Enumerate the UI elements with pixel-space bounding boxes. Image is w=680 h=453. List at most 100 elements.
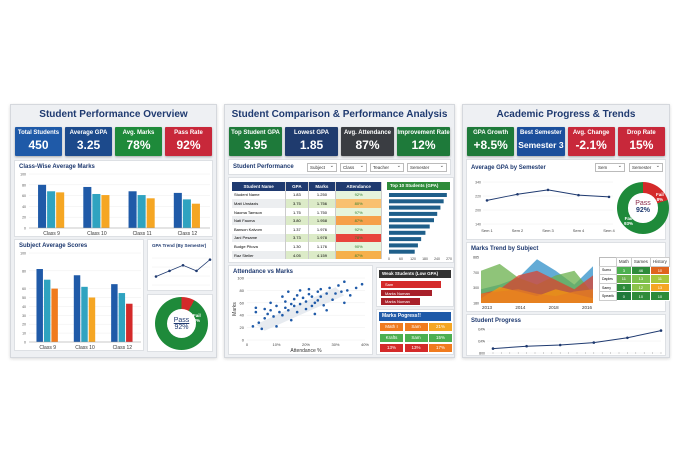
scatter-point [325,292,328,295]
gpa-line [486,189,610,201]
column-header: History [649,257,670,267]
bar [56,192,65,228]
scatter-point [251,325,255,328]
corner-cell [599,257,617,267]
bar [47,191,56,228]
table-cell: 87% [335,216,382,225]
x-tick-label: 20% [302,342,310,347]
kpi-top-student-gpa: Top Student GPA 3.95 [229,127,282,156]
y-tick-label: 80 [22,183,26,187]
fail-text: Fail [193,313,201,318]
bar [83,186,92,228]
heatmap-cell: 11 [649,274,670,284]
kpi-avg-attendance: Avg. Attendance 87% [341,127,394,156]
table-row[interactable]: Student Name 1.83 1.250 92% [232,190,382,200]
student-table: Student Name GPA Marks Attendance Student Na… [232,182,382,260]
table-cell: Raz Stelier [232,250,287,260]
kpi-best-semester: Best Semester Semester 3 [517,127,565,156]
y-tick-label: 50 [22,296,26,300]
chart-title: Student Progress [471,318,522,324]
scatter-point [292,297,296,301]
chart-title: Marks Trend by Subject [471,246,539,252]
x-tick-label: Sem 4 [573,228,585,233]
weak-student-bar[interactable]: Marks Numan [381,289,432,296]
heatmap-row: Samy 0 12 13 [599,282,670,293]
scatter-point [328,286,331,290]
data-point [659,329,663,332]
table-row[interactable]: Jani Pesame 3.73 1.978 78% [232,233,382,243]
table-row[interactable]: Matt Unstaxis 3.75 1.756 80% [232,199,382,208]
y-tick-label: 100 [237,276,244,281]
y-tick-label: 60 [22,287,26,291]
y-tick-label: 100 [20,252,26,256]
data-point [208,258,212,261]
table-row[interactable]: Raz Stelier 4.05 4.159 87% [232,250,382,260]
weak-student-bar[interactable]: Marks Numan [381,298,420,305]
x-tick-label: 270 [446,257,452,261]
data-point [485,199,489,202]
student-table-box: Student Name GPA Marks Attendance Student Na… [228,177,454,263]
bar [73,275,81,342]
x-tick-label: 0 [246,342,249,347]
kpi-label: GPA Growth [473,130,509,136]
table-row[interactable]: Budge Pitova 1.30 1.176 90% [232,242,382,251]
kpi-value: 92% [176,138,201,152]
scatter-point [307,292,311,296]
kpi-row: Top Student GPA 3.95 Lowest GPA 1.85 Avg. … [229,127,450,156]
subject-heatmap: Math Sames History Sumo 3 46 10 Daples 11 13 11 Sam… [599,257,670,301]
semester-dropdown[interactable]: Semester [629,163,663,172]
bar [389,243,418,248]
table-cell: 1.756 [308,199,337,208]
x-tick-label: Sem 1 [481,228,493,233]
y-tick-label: 40 [22,305,26,309]
table-cell: 1.37 [285,224,309,234]
bar [389,193,447,197]
table-row[interactable]: Banson Kalvom 1.37 1.976 92% [232,224,382,234]
y-tick-label: 140 [475,223,481,227]
semester-dropdown[interactable]: Semester [407,163,447,172]
table-row[interactable]: Naoma Tamson 1.75 1.750 97% [232,207,382,217]
weak-student-bar[interactable]: Sam [381,281,441,288]
x-tick-label: 240 [434,257,440,261]
scatter-point [281,313,284,317]
x-axis-label: Attendance % [290,348,322,354]
y-tick-label: 300 [473,286,479,290]
data-point [592,341,596,344]
scatter-point [263,307,266,311]
table-cell: 4.05 [285,250,309,260]
heatmap-cell: 13 [649,282,670,293]
weak-students-box: Weak Students (Low GPA) Sam Marks Numan Ma… [376,267,454,307]
data-point [154,275,158,278]
heatmap-cell: 13 [630,274,651,284]
table-header-row: Student Name GPA Marks Attendance [232,182,382,191]
kpi-lowest-gpa: Lowest GPA 1.85 [285,127,338,156]
kpi-value: 3.95 [243,138,268,152]
chart-title: Class-Wise Average Marks [19,164,95,170]
scatter-point [310,304,314,308]
kpi-improvement-rate: Improvement Rate 12% [397,127,450,156]
heatmap-header-row: Math Sames History [599,257,670,267]
scatter-point [289,318,293,322]
progress-cell: Sam [404,333,428,342]
sem-dropdown[interactable]: Sem [595,163,625,172]
kpi-avg-marks: Avg. Marks 78% [115,127,162,156]
table-cell: Budge Pitova [232,242,287,251]
table-row[interactable]: Nati Fauma 3.80 1.958 87% [232,216,382,225]
x-tick-label: 2014 [515,305,526,310]
class-dropdown[interactable]: Class [340,163,367,172]
class-wise-marks-svg: 0 20 40 60 80 100 Class 9 Class 10 Class 11 Class… [20,173,210,237]
x-tick-label: 0 [388,257,390,261]
subject-dropdown[interactable]: Subject [307,163,337,172]
progress-cell: Krafts [380,333,403,342]
table-cell: Matt Unstaxis [232,199,287,208]
subject-average-chart: Subject Average Scores 0 10 20 30 40 50 60 80 10… [14,239,144,351]
fail-text: Fail [656,192,664,197]
heatmap-row: Sumo 3 46 10 [599,265,670,276]
student-progress-chart: Student Progress GPA GPA 800 [466,314,666,356]
teacher-dropdown[interactable]: Teacher [370,163,404,172]
fail-label: Fail 8% [656,192,664,202]
scatter-point [275,325,278,328]
scatter-point [316,290,320,293]
